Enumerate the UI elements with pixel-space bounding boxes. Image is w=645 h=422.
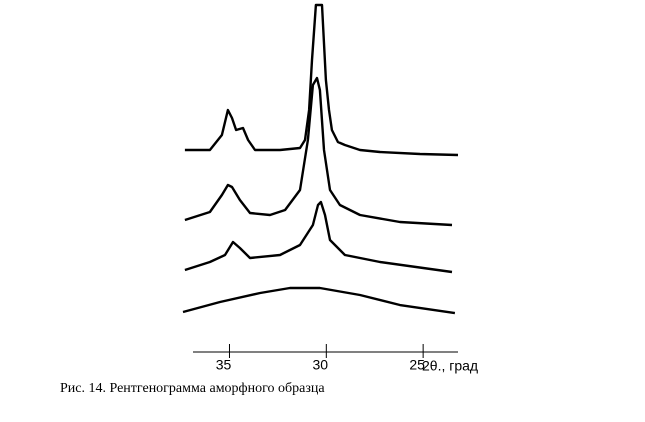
xrd-trace bbox=[184, 200, 453, 274]
x-tick-label: 35 bbox=[216, 357, 232, 373]
xrd-trace bbox=[184, 3, 459, 157]
x-tick-label: 30 bbox=[313, 357, 329, 373]
x-tick-label: 25 bbox=[409, 357, 425, 373]
xrd-trace bbox=[182, 286, 456, 315]
x-axis-label: 2θ., град bbox=[422, 358, 478, 374]
xrd-trace bbox=[184, 76, 453, 227]
caption: Рис. 14. Рентгенограмма аморфного образц… bbox=[60, 381, 325, 396]
